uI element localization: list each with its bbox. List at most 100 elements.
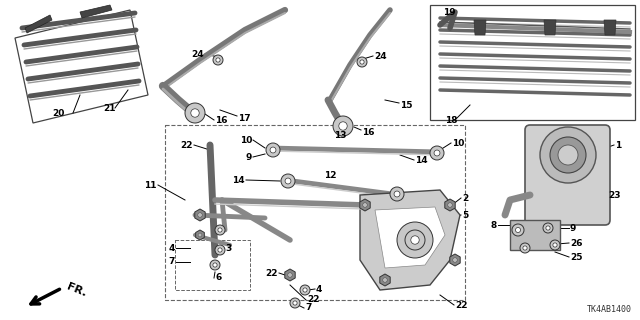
Text: FR.: FR.	[65, 282, 88, 299]
Circle shape	[543, 223, 553, 233]
Text: 24: 24	[191, 50, 204, 59]
Circle shape	[540, 127, 596, 183]
Circle shape	[397, 222, 433, 258]
Text: 22: 22	[455, 300, 467, 309]
Circle shape	[191, 109, 199, 117]
Text: 21: 21	[104, 103, 116, 113]
Bar	[430, 5, 635, 120]
Circle shape	[333, 116, 353, 136]
Polygon shape	[375, 207, 445, 268]
Text: 14: 14	[415, 156, 428, 164]
Circle shape	[434, 150, 440, 156]
Text: 2: 2	[462, 194, 468, 203]
Text: 22: 22	[266, 268, 278, 277]
Text: 6: 6	[215, 274, 221, 283]
Text: 14: 14	[232, 175, 245, 185]
Circle shape	[266, 143, 280, 157]
FancyBboxPatch shape	[525, 125, 610, 225]
Circle shape	[394, 191, 400, 197]
Circle shape	[270, 147, 276, 153]
Circle shape	[198, 213, 202, 217]
Polygon shape	[604, 20, 616, 35]
Polygon shape	[450, 254, 460, 266]
Circle shape	[405, 230, 425, 250]
Polygon shape	[80, 5, 112, 18]
Circle shape	[520, 243, 530, 253]
Polygon shape	[285, 269, 295, 281]
Circle shape	[430, 146, 444, 160]
Circle shape	[218, 228, 222, 232]
Text: 5: 5	[462, 211, 468, 220]
Text: 9: 9	[246, 153, 252, 162]
Circle shape	[303, 288, 307, 292]
Text: 8: 8	[491, 220, 497, 229]
Circle shape	[448, 203, 452, 207]
Polygon shape	[544, 20, 556, 35]
Polygon shape	[195, 209, 205, 221]
Circle shape	[288, 273, 292, 277]
Circle shape	[339, 122, 347, 130]
Text: 16: 16	[215, 116, 227, 124]
Circle shape	[210, 260, 220, 270]
Text: 4: 4	[316, 284, 323, 293]
Text: 12: 12	[324, 171, 336, 180]
Text: 23: 23	[608, 190, 621, 199]
Text: 9: 9	[570, 223, 577, 233]
Circle shape	[218, 248, 222, 252]
Text: 7: 7	[168, 258, 175, 267]
Text: 10: 10	[239, 135, 252, 145]
Text: 10: 10	[452, 139, 465, 148]
Polygon shape	[445, 199, 455, 211]
Bar	[510, 220, 560, 250]
Circle shape	[523, 246, 527, 250]
Polygon shape	[25, 15, 52, 33]
Text: 13: 13	[333, 131, 346, 140]
Circle shape	[553, 243, 557, 247]
Circle shape	[198, 233, 202, 237]
Text: 22: 22	[307, 295, 319, 305]
Circle shape	[290, 298, 300, 308]
Text: 26: 26	[570, 238, 582, 247]
Text: 20: 20	[52, 108, 64, 117]
Text: TK4AB1400: TK4AB1400	[587, 305, 632, 314]
Text: 11: 11	[145, 180, 157, 189]
Polygon shape	[360, 199, 370, 211]
Circle shape	[216, 58, 220, 62]
Polygon shape	[474, 20, 486, 35]
Circle shape	[281, 174, 295, 188]
Circle shape	[550, 240, 560, 250]
Circle shape	[550, 137, 586, 173]
Circle shape	[300, 285, 310, 295]
Polygon shape	[360, 190, 460, 290]
Circle shape	[360, 60, 364, 64]
Text: 1: 1	[615, 140, 621, 149]
Circle shape	[546, 226, 550, 230]
Circle shape	[408, 232, 422, 248]
Text: 24: 24	[374, 52, 387, 60]
Polygon shape	[380, 274, 390, 286]
Circle shape	[515, 228, 520, 233]
Circle shape	[411, 236, 419, 244]
Circle shape	[285, 178, 291, 184]
Circle shape	[452, 258, 457, 262]
Circle shape	[215, 245, 225, 255]
Text: 16: 16	[362, 127, 374, 137]
Circle shape	[512, 224, 524, 236]
Circle shape	[215, 225, 225, 235]
Text: 22: 22	[180, 140, 193, 149]
Polygon shape	[15, 10, 148, 123]
Bar	[175, 240, 250, 290]
Text: 19: 19	[443, 7, 456, 17]
Circle shape	[363, 203, 367, 207]
Text: 3: 3	[225, 244, 231, 252]
Circle shape	[293, 301, 297, 305]
Circle shape	[558, 145, 578, 165]
Polygon shape	[196, 230, 204, 240]
Circle shape	[213, 263, 217, 267]
Text: 4: 4	[168, 244, 175, 252]
Circle shape	[213, 55, 223, 65]
Text: 18: 18	[445, 116, 458, 124]
Text: 15: 15	[400, 100, 413, 109]
Text: 17: 17	[238, 114, 251, 123]
Bar	[165, 125, 465, 300]
